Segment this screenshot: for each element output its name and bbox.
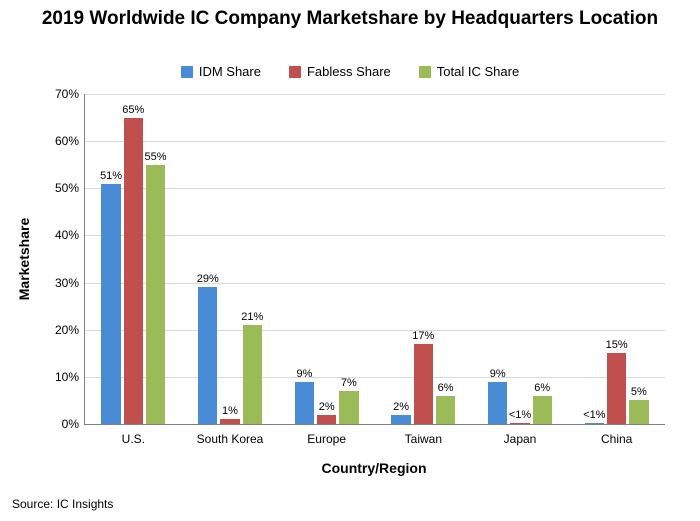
bar-value-label: 51%	[100, 170, 122, 184]
bar: 5%	[629, 400, 648, 424]
legend-swatch	[289, 66, 301, 78]
grid-line	[85, 330, 665, 331]
chart: 2019 Worldwide IC Company Marketshare by…	[0, 0, 700, 521]
bar: 6%	[436, 396, 455, 424]
legend-swatch	[419, 66, 431, 78]
y-tick-label: 70%	[55, 87, 85, 101]
chart-title: 2019 Worldwide IC Company Marketshare by…	[0, 8, 700, 31]
bar-value-label: 9%	[296, 368, 312, 382]
bar-value-label: 65%	[122, 104, 144, 118]
bar-value-label: 5%	[631, 386, 647, 400]
y-axis-label: Marketshare	[16, 218, 32, 301]
x-tick-label: U.S.	[122, 424, 145, 446]
x-tick-label: Taiwan	[405, 424, 442, 446]
bar-value-label: <1%	[583, 409, 605, 423]
grid-line	[85, 141, 665, 142]
grid-line	[85, 188, 665, 189]
source-text: Source: IC Insights	[12, 497, 113, 511]
bar-value-label: 9%	[490, 368, 506, 382]
bar: 51%	[101, 184, 120, 424]
bar: 21%	[243, 325, 262, 424]
grid-line	[85, 94, 665, 95]
bar: 1%	[220, 419, 239, 424]
x-tick-label: Japan	[504, 424, 537, 446]
grid-line	[85, 283, 665, 284]
x-tick-label: Europe	[307, 424, 346, 446]
bar: 65%	[124, 118, 143, 424]
legend-swatch	[181, 66, 193, 78]
bar-value-label: 2%	[319, 401, 335, 415]
legend-label: Total IC Share	[437, 64, 519, 79]
x-axis-label: Country/Region	[322, 460, 427, 476]
legend-item: Total IC Share	[419, 64, 519, 79]
bar-value-label: 6%	[438, 382, 454, 396]
bar-value-label: 29%	[197, 273, 219, 287]
bar: 9%	[295, 382, 314, 424]
bar: 17%	[414, 344, 433, 424]
bar-value-label: 2%	[393, 401, 409, 415]
bar: 29%	[198, 287, 217, 424]
plot-area: 0%10%20%30%40%50%60%70%U.S.51%65%55%Sout…	[84, 94, 665, 425]
legend-label: Fabless Share	[307, 64, 391, 79]
y-tick-label: 0%	[62, 417, 85, 431]
bar: 9%	[488, 382, 507, 424]
bar-value-label: 6%	[534, 382, 550, 396]
y-tick-label: 60%	[55, 134, 85, 148]
bar-value-label: 1%	[222, 405, 238, 419]
y-tick-label: 40%	[55, 228, 85, 242]
bar-value-label: 55%	[145, 151, 167, 165]
legend-item: IDM Share	[181, 64, 261, 79]
bar: <1%	[510, 423, 529, 425]
bar-value-label: 21%	[241, 311, 263, 325]
y-tick-label: 20%	[55, 323, 85, 337]
x-tick-label: China	[601, 424, 632, 446]
legend: IDM Share Fabless Share Total IC Share	[0, 64, 700, 79]
bar: <1%	[585, 423, 604, 425]
y-tick-label: 50%	[55, 181, 85, 195]
x-tick-label: South Korea	[197, 424, 264, 446]
bar-value-label: 17%	[412, 330, 434, 344]
y-tick-label: 10%	[55, 370, 85, 384]
y-tick-label: 30%	[55, 276, 85, 290]
bar-value-label: 15%	[606, 339, 628, 353]
bar: 2%	[391, 415, 410, 424]
bar-value-label: <1%	[509, 409, 531, 423]
bar: 15%	[607, 353, 626, 424]
bar: 2%	[317, 415, 336, 424]
bar: 55%	[146, 165, 165, 424]
bar-value-label: 7%	[341, 377, 357, 391]
bar: 7%	[339, 391, 358, 424]
grid-line	[85, 235, 665, 236]
legend-label: IDM Share	[199, 64, 261, 79]
legend-item: Fabless Share	[289, 64, 391, 79]
bar: 6%	[533, 396, 552, 424]
grid-line	[85, 377, 665, 378]
